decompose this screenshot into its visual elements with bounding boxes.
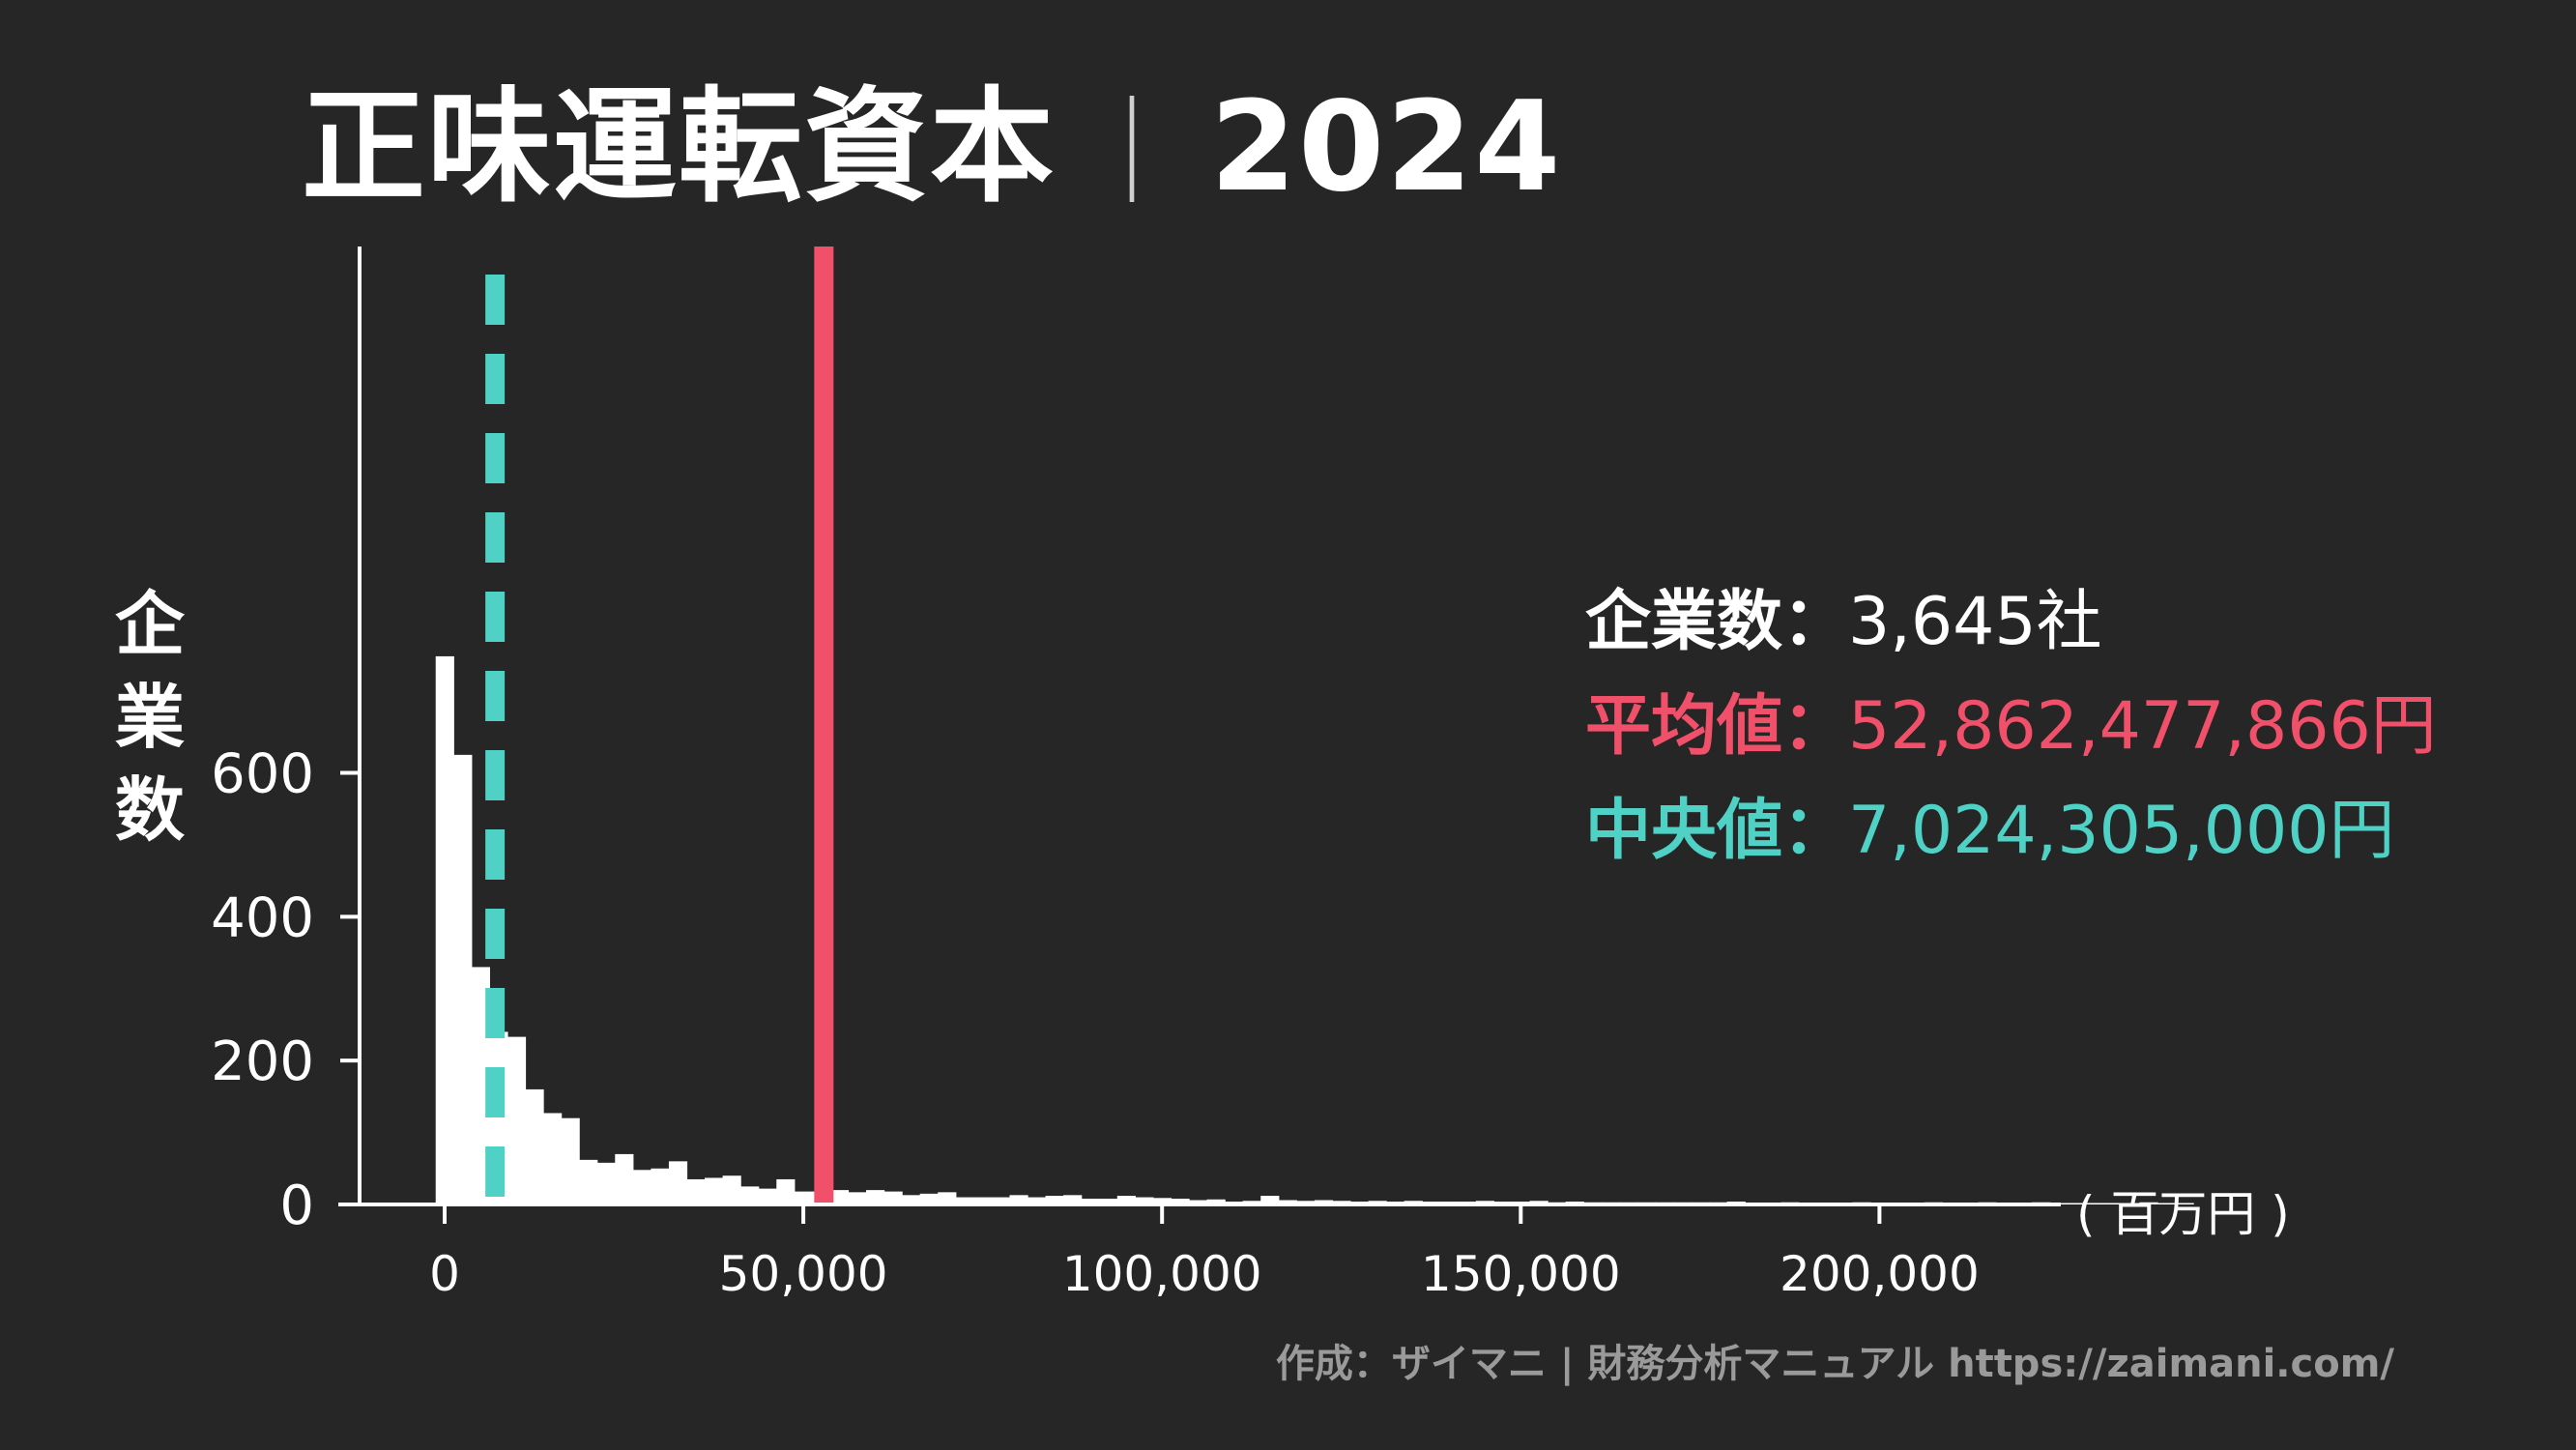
histogram-bar	[651, 1168, 670, 1204]
median-value: 7,024,305,000円	[1848, 793, 2395, 869]
histogram-bar	[632, 1170, 651, 1204]
histogram-bar	[1009, 1195, 1028, 1204]
histogram-bar	[2139, 1202, 2158, 1204]
histogram-bar	[722, 1175, 741, 1204]
company-count-row: 企業数：3,645社	[1585, 570, 2437, 675]
histogram-bar	[866, 1190, 885, 1204]
histogram-bar	[1099, 1199, 1118, 1204]
histogram-bar	[507, 1036, 527, 1204]
histogram-bar	[596, 1162, 616, 1204]
histogram-bar	[902, 1195, 921, 1204]
histogram-bar	[1152, 1198, 1172, 1204]
x-tick-label: 200,000	[1780, 1246, 1980, 1302]
histogram-bar	[1063, 1195, 1083, 1204]
y-tick-label: 600	[211, 742, 314, 805]
stats-panel: 企業数：3,645社 平均値：52,862,477,866円 中央値：7,024…	[1585, 570, 2437, 884]
x-tick-label: 150,000	[1421, 1246, 1621, 1302]
y-axis-label: 企 業 数	[101, 578, 198, 856]
histogram-bar	[1206, 1199, 1226, 1204]
chart-title: 正味運転資本｜ 2024	[302, 75, 1562, 225]
histogram-bar	[1116, 1196, 1136, 1204]
histogram-bar	[686, 1178, 706, 1204]
histogram-bar	[740, 1186, 760, 1204]
y-axis-label-char-1: 企	[114, 584, 185, 665]
histogram-bar	[1028, 1197, 1047, 1204]
y-axis-label-char-3: 数	[114, 769, 185, 851]
mean-row: 平均値：52,862,477,866円	[1585, 675, 2437, 779]
histogram-bar	[1045, 1196, 1064, 1204]
histogram-bar	[543, 1113, 563, 1204]
histogram-bar	[829, 1190, 850, 1204]
median-row: 中央値：7,024,305,000円	[1585, 779, 2437, 884]
histogram-bar	[938, 1192, 957, 1204]
reference-lines	[485, 246, 834, 1203]
histogram-bar	[1135, 1197, 1154, 1204]
x-axis-unit-label: ( 百万円 )	[2076, 1186, 2290, 1242]
histogram-bar	[615, 1153, 634, 1204]
y-tick-label: 0	[279, 1174, 314, 1237]
median-label: 中央値：	[1585, 793, 1849, 869]
axes: 0 200 400 600 0 50,000 100,000 150,000 200,000	[211, 246, 2061, 1302]
histogram-bar	[973, 1197, 993, 1204]
histogram-bar	[955, 1197, 974, 1204]
x-tick-label: 100,000	[1062, 1246, 1262, 1302]
title-separator: ｜	[1079, 91, 1188, 215]
histogram-bar	[1189, 1200, 1208, 1204]
histogram-bar	[1278, 1200, 1297, 1204]
company-count-label: 企業数：	[1585, 584, 1849, 660]
histogram-bar	[579, 1159, 598, 1204]
y-tick-label: 200	[211, 1030, 314, 1093]
title-year: 2024	[1210, 75, 1563, 219]
company-count-value: 3,645社	[1848, 584, 2102, 660]
histogram-bar	[1260, 1196, 1280, 1204]
histogram-bar	[919, 1193, 939, 1204]
histogram-bar	[1081, 1199, 1100, 1204]
histogram-bar	[453, 754, 473, 1204]
histogram-bar	[525, 1088, 544, 1204]
title-text: 正味運転資本	[302, 75, 1056, 219]
histogram-bar	[758, 1188, 777, 1204]
x-tick-label: 0	[429, 1246, 460, 1302]
histogram-bar	[1171, 1199, 1190, 1204]
histogram-bar	[1314, 1200, 1334, 1204]
histogram-bar	[668, 1161, 688, 1204]
histogram-bar	[705, 1177, 724, 1204]
histogram-bar	[776, 1178, 796, 1204]
histogram-bar	[794, 1191, 813, 1204]
histogram-bar	[991, 1197, 1011, 1204]
credit-text: 作成：ザイマニ | 財務分析マニュアル https://zaimani.com/	[1275, 1342, 2394, 1386]
histogram-bar	[883, 1191, 903, 1204]
y-tick-label: 400	[211, 886, 314, 949]
mean-value: 52,862,477,866円	[1848, 688, 2437, 765]
histogram-bars	[435, 655, 2194, 1204]
y-axis-label-char-2: 業	[114, 677, 185, 758]
histogram-bar	[848, 1192, 867, 1204]
histogram-bar	[435, 655, 454, 1204]
mean-label: 平均値：	[1585, 688, 1849, 765]
x-tick-label: 50,000	[719, 1246, 888, 1302]
histogram-bar	[561, 1117, 580, 1204]
